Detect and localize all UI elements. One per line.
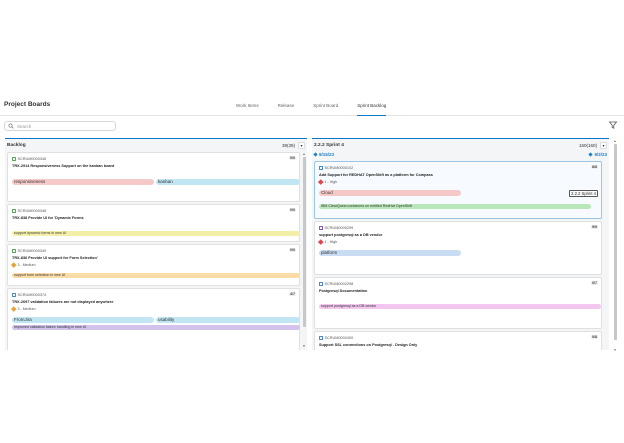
sprint-card[interactable]: SCRUM0000102 8/8 Add Support for REDHAT … [314,161,602,219]
tag-chip: support postgresql as a DB vendor [319,304,601,309]
card-title: Support SSL connections on Postgresql - … [319,343,418,347]
sprint-count: 160(160) [578,143,597,148]
tag-chip: IBM ClearQuest containers on entitled Re… [319,204,591,209]
milestone-icon [313,152,318,157]
scroll-thumb[interactable] [302,157,306,327]
issue-icon [319,226,323,230]
tag-chip: support form selection in new UI [12,273,300,278]
priority-high-icon [318,239,324,245]
card-points: 8/8 [591,165,598,169]
task-icon [319,166,323,170]
sprint-card[interactable]: SCRUM0002400 0/8 Support SSL connections… [314,331,602,350]
milestone-icon [588,152,594,157]
backlog-count: 39(39) [281,143,295,148]
card-title: TRX-2914 Responsiveness Support on the k… [12,164,115,168]
card-id: SCRUM0002298 [324,282,354,286]
backlog-card[interactable]: SCRUM0000348 0/0 TRX-838 Provide UI for … [7,204,300,242]
filter-icon[interactable] [608,120,618,130]
sprint-start-date: 9/15/23 [313,152,334,158]
story-icon [12,209,16,213]
backlog-card[interactable]: SCRUM0000374 4/7 TRX-2697 validation fai… [7,288,300,350]
sprint-header: 2.2.2 Sprint 4 160(160) ▾ [312,139,609,151]
backlog-title: Backlog [7,143,26,148]
search-input[interactable] [17,122,113,131]
tag-chip: platform [319,250,461,256]
sprint-menu-button[interactable]: ▾ [600,142,607,149]
tab-work-items[interactable]: Work Items [236,103,259,108]
sprint-title: 2.2.2 Sprint 4 [314,143,344,148]
scroll-up-icon[interactable]: ▲ [302,152,306,156]
sprint-badge: 2.2.2 Sprint 4 [569,190,598,197]
backlog-card-list: SCRUM0000346 0/0 TRX-2914 Responsiveness… [7,152,300,350]
story-icon [12,157,16,161]
header-bar: Project Boards Work Items Release Sprint… [0,94,624,116]
card-id: SCRUM0000348 [17,209,47,213]
backlog-header: Backlog 39(39) ▾ [5,139,307,151]
card-title: TRX-836 Provide UI support for Form Sele… [12,256,98,260]
priority-label: 1 - High [324,180,338,184]
sprint-scrollbar[interactable]: ▲ ▼ [613,135,617,352]
priority-label: 3 - Medium [17,263,36,267]
priority-medium-icon [11,262,17,268]
priority-high-icon [318,179,324,185]
card-points: 0/0 [289,208,296,212]
card-id: SCRUM0000299 [324,226,354,230]
card-points: 0/0 [289,248,296,252]
card-points: 0/7 [591,281,598,285]
card-points: 0/0 [289,156,296,160]
card-title: TRX-838 Provide UI for 'Dynamic Forms [12,216,84,220]
backlog-scrollbar[interactable]: ▲ ▼ [302,139,306,350]
sprint-end-date: 9/2/23 [588,152,607,158]
sprint-panel: 2.2.2 Sprint 4 160(160) ▾ 9/15/23 9/2/23… [312,138,617,352]
card-id: SCRUM0000346 [17,157,47,161]
card-id: SCRUM0002400 [324,336,354,340]
card-title: support postgresql as a DB vendor [319,233,383,237]
tag-chip: support dynamic forms in new UI [12,231,300,236]
scroll-up-icon[interactable]: ▲ [613,139,617,143]
priority-label: 3 - Medium [17,307,36,311]
tab-bar: Work Items Release Sprint Board Sprint B… [236,103,405,116]
tab-sprint-board[interactable]: Sprint Board [313,103,339,108]
scroll-down-icon[interactable]: ▼ [302,344,306,348]
tag-chip: Cloud [319,190,461,196]
backlog-panel: Backlog 39(39) ▾ SCRUM0000346 0/0 TRX-29… [5,138,307,350]
task-icon [319,282,323,286]
priority-medium-icon [11,306,17,312]
tag-chip: responsiveness [12,179,154,185]
scroll-down-icon[interactable]: ▼ [613,348,617,352]
card-title: Add Support for REDHAT OpenShift as a pl… [319,173,433,177]
tab-sprint-backlog[interactable]: Sprint Backlog [357,103,387,116]
scroll-thumb[interactable] [613,144,617,340]
backlog-card[interactable]: SCRUM0000346 0/0 TRX-2914 Responsiveness… [7,152,300,202]
card-id: SCRUM0000349 [17,249,47,253]
task-icon [12,293,16,297]
search-icon [8,123,14,129]
page-title: Project Boards [4,101,51,108]
card-title: Postgresql Documentation [319,289,368,293]
sprint-card[interactable]: SCRUM0002298 0/7 Postgresql Documentatio… [314,277,602,329]
priority-label: 1 - High [324,240,338,244]
card-points: 9/9 [591,225,598,229]
tag-chip: usability [156,317,300,323]
card-title: TRX-2697 validation failures are not dis… [12,300,114,304]
card-points: 4/7 [289,292,296,296]
task-icon [319,336,323,340]
tag-chip: kanban [156,179,300,185]
card-points: 0/8 [591,335,598,339]
search-box [4,121,116,131]
card-id: SCRUM0000374 [17,293,47,297]
backlog-menu-button[interactable]: ▾ [298,142,305,149]
story-icon [12,249,16,253]
card-id: SCRUM0000102 [324,166,354,170]
sprint-card[interactable]: SCRUM0000299 9/9 support postgresql as a… [314,221,602,275]
backlog-card[interactable]: SCRUM0000349 0/0 TRX-836 Provide UI supp… [7,244,300,286]
app-window: Project Boards Work Items Release Sprint… [0,94,624,352]
tag-chip: FromJira [12,317,154,323]
tab-release[interactable]: Release [277,103,295,108]
sprint-card-list: SCRUM0000102 8/8 Add Support for REDHAT … [314,161,602,350]
tag-chip: improved validation failure handling in … [12,325,300,330]
